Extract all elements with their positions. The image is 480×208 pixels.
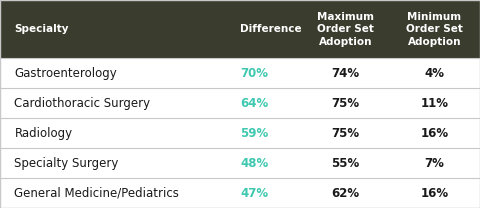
Text: Minimum
Order Set
Adoption: Minimum Order Set Adoption bbox=[406, 12, 463, 47]
Text: 7%: 7% bbox=[424, 157, 444, 170]
Text: 11%: 11% bbox=[420, 97, 448, 110]
Text: Gastroenterology: Gastroenterology bbox=[14, 67, 117, 80]
Text: Radiology: Radiology bbox=[14, 127, 72, 140]
Bar bbox=[0, 178, 480, 208]
Text: 75%: 75% bbox=[332, 97, 360, 110]
Text: 4%: 4% bbox=[424, 67, 444, 80]
Text: General Medicine/Pediatrics: General Medicine/Pediatrics bbox=[14, 187, 179, 199]
Text: 47%: 47% bbox=[240, 187, 268, 199]
Bar bbox=[0, 88, 480, 118]
Text: 70%: 70% bbox=[240, 67, 268, 80]
Text: 74%: 74% bbox=[332, 67, 360, 80]
Text: Difference: Difference bbox=[240, 24, 301, 34]
Text: Cardiothoracic Surgery: Cardiothoracic Surgery bbox=[14, 97, 151, 110]
Text: 59%: 59% bbox=[240, 127, 268, 140]
Text: 75%: 75% bbox=[332, 127, 360, 140]
Bar bbox=[0, 58, 480, 88]
Text: 64%: 64% bbox=[240, 97, 268, 110]
Bar bbox=[0, 0, 480, 58]
Bar bbox=[0, 148, 480, 178]
Text: Maximum
Order Set
Adoption: Maximum Order Set Adoption bbox=[317, 12, 374, 47]
Text: 16%: 16% bbox=[420, 187, 448, 199]
Bar bbox=[0, 118, 480, 148]
Text: 62%: 62% bbox=[332, 187, 360, 199]
Text: 16%: 16% bbox=[420, 127, 448, 140]
Text: Specialty Surgery: Specialty Surgery bbox=[14, 157, 119, 170]
Text: 48%: 48% bbox=[240, 157, 268, 170]
Text: Specialty: Specialty bbox=[14, 24, 69, 34]
Text: 55%: 55% bbox=[332, 157, 360, 170]
